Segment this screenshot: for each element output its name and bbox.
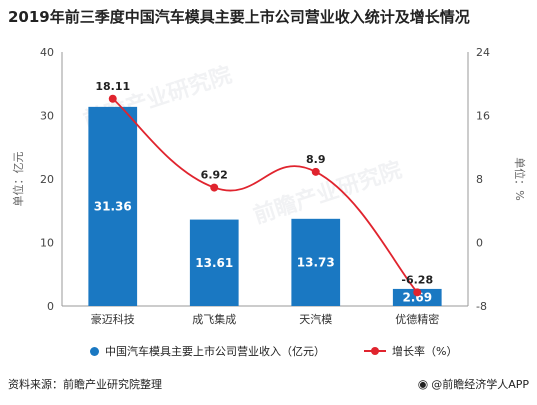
left-tick-label: 10 [40, 237, 54, 250]
legend-item-revenue[interactable]: 中国汽车模具主要上市公司营业收入（亿元） [90, 343, 325, 359]
left-axis-label: 单位：亿元 [11, 152, 25, 207]
eye-icon: ◉ [417, 377, 429, 391]
bar-value-label: 31.36 [94, 199, 132, 213]
growth-point [413, 288, 422, 297]
category-label: 优德精密 [395, 312, 439, 326]
left-tick-label: 30 [40, 110, 54, 123]
category-label: 豪迈科技 [91, 312, 135, 326]
left-tick-label: 40 [40, 46, 54, 59]
growth-value-label: 18.11 [95, 80, 130, 93]
bar-value-label: 13.73 [297, 255, 335, 269]
right-tick-label: 0 [476, 237, 483, 250]
legend-line-swatch [364, 347, 386, 355]
growth-line [112, 98, 418, 293]
category-label: 成飞集成 [192, 312, 236, 326]
bar [88, 106, 138, 306]
right-tick-label: 8 [476, 173, 483, 186]
growth-point [108, 94, 117, 103]
brand-label: @前瞻经济学人APP [431, 378, 529, 391]
growth-value-label: 6.92 [201, 169, 228, 182]
bar [291, 218, 341, 306]
left-tick-label: 20 [40, 173, 54, 186]
right-tick-label: -8 [476, 300, 487, 313]
legend-item-growth[interactable]: 增长率（%） [364, 343, 457, 359]
growth-value-label: -6.28 [401, 273, 433, 286]
category-label: 天汽模 [299, 312, 332, 326]
bar-value-label: 2.69 [402, 290, 432, 304]
brand[interactable]: ◉ @前瞻经济学人APP [418, 376, 529, 392]
growth-point [311, 167, 320, 176]
bar [189, 219, 239, 306]
legend-line-label: 增长率（%） [392, 345, 458, 358]
legend-bar-label: 中国汽车模具主要上市公司营业收入（亿元） [105, 345, 325, 358]
chart: 0 10 20 30 40 -8 0 8 16 24 单位：亿元 单位：% 豪迈科技 成飞集成 天汽模 优德精… [11, 46, 527, 326]
legend-bar-swatch [90, 346, 99, 356]
chart-title: 2019年前三季度中国汽车模具主要上市公司营业收入统计及增长情况 [8, 8, 470, 26]
bar-value-label: 13.61 [195, 256, 233, 270]
bar [392, 288, 442, 306]
right-tick-label: 24 [476, 46, 490, 59]
growth-point [210, 183, 219, 192]
left-tick-label: 0 [47, 300, 54, 313]
right-tick-label: 16 [476, 110, 490, 123]
growth-value-label: 8.9 [306, 153, 326, 166]
source-note: 资料来源：前瞻产业研究院整理 [8, 378, 162, 391]
right-axis-label: 单位：% [513, 157, 527, 200]
